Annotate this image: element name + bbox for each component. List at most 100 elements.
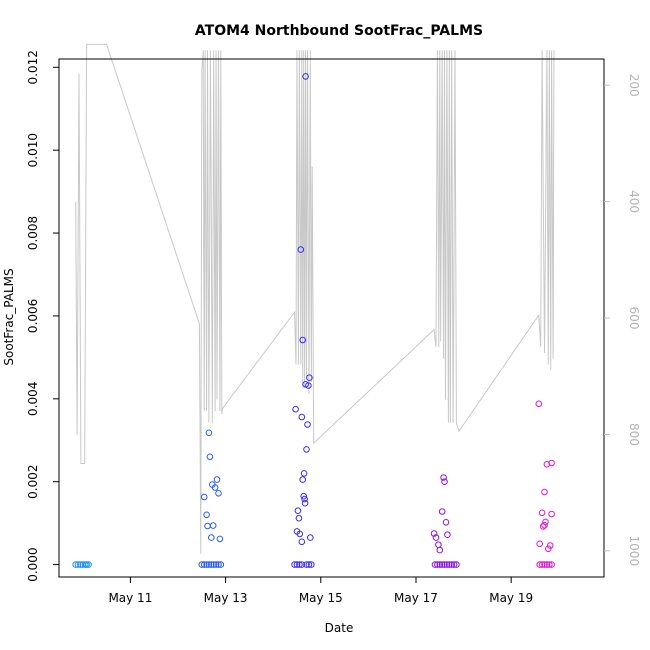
- data-point: [203, 511, 210, 519]
- data-point: [299, 336, 307, 344]
- data-point: [548, 561, 555, 568]
- data-point: [541, 488, 548, 496]
- data-point: [203, 561, 210, 568]
- data-point: [541, 561, 548, 568]
- y2-tick-label: 400: [627, 190, 641, 213]
- data-point: [543, 561, 551, 568]
- data-point: [306, 374, 313, 382]
- data-point: [294, 507, 302, 515]
- data-point: [548, 459, 555, 467]
- data-point: [302, 73, 309, 80]
- data-point: [430, 530, 438, 537]
- x-tick-label: May 17: [394, 591, 438, 605]
- data-point: [538, 561, 546, 568]
- data-point: [205, 561, 213, 568]
- data-point: [208, 561, 215, 568]
- data-point: [212, 561, 220, 568]
- data-point: [441, 561, 448, 568]
- data-point: [441, 478, 448, 486]
- plot-frame: [58, 58, 605, 578]
- chart-title: ATOM4 Northbound SootFrac_PALMS: [195, 23, 483, 39]
- data-point: [434, 561, 441, 568]
- axes-layer: 0.000 0.002 0.004 0.006 0.008 0.010 0.012 May 1…: [26, 50, 641, 605]
- x-tick-label: May 11: [108, 591, 152, 605]
- data-point: [301, 499, 309, 507]
- y-tick-label: 0.012: [26, 50, 40, 84]
- y-tick-label: 0.004: [26, 382, 40, 416]
- data-point: [291, 561, 298, 568]
- data-point: [435, 541, 442, 549]
- y-axis-label: SootFrac_PALMS: [2, 268, 16, 365]
- y2-tick-label: 1000: [627, 536, 641, 567]
- data-point: [535, 400, 543, 408]
- data-point: [438, 508, 446, 515]
- data-point: [431, 561, 439, 568]
- x-tick-label: May 19: [489, 591, 533, 605]
- points-layer: [72, 73, 555, 568]
- data-point: [541, 521, 548, 529]
- data-point: [305, 561, 313, 568]
- data-point: [200, 561, 208, 568]
- x-tick-label: May 15: [299, 591, 343, 605]
- data-point: [545, 545, 552, 553]
- data-point: [213, 476, 221, 483]
- y-tick-label: 0.010: [26, 133, 40, 167]
- data-point: [217, 561, 225, 568]
- data-point: [436, 546, 444, 554]
- data-point: [542, 518, 549, 526]
- data-point: [72, 561, 79, 568]
- data-point: [303, 446, 310, 453]
- y2-tick-label: 600: [627, 307, 641, 330]
- data-point: [308, 561, 315, 568]
- data-point: [301, 495, 308, 503]
- data-point: [305, 382, 312, 389]
- data-point: [77, 561, 84, 568]
- data-point: [198, 561, 206, 568]
- y-tick-label: 0.006: [26, 299, 40, 333]
- y-tick-label: 0.008: [26, 216, 40, 250]
- data-point: [438, 561, 446, 568]
- data-point: [450, 561, 458, 568]
- data-point: [292, 405, 299, 413]
- data-point: [85, 561, 92, 568]
- data-point: [83, 561, 90, 568]
- data-point: [216, 535, 224, 543]
- data-point: [538, 509, 546, 517]
- data-point: [446, 561, 453, 568]
- data-point: [300, 492, 308, 500]
- data-point: [210, 561, 217, 568]
- y2-tick-label: 800: [627, 423, 641, 446]
- x-axis-label: Date: [325, 621, 354, 635]
- data-point: [204, 522, 211, 530]
- data-point: [296, 530, 304, 538]
- data-point: [543, 461, 551, 468]
- data-point: [432, 534, 440, 541]
- data-point: [208, 534, 215, 541]
- x-tick-label: May 13: [204, 591, 248, 605]
- data-point: [205, 429, 213, 437]
- data-point: [440, 474, 447, 481]
- data-point: [300, 470, 308, 477]
- y-tick-label: 0.002: [26, 465, 40, 499]
- data-point: [307, 534, 314, 541]
- data-point: [297, 246, 305, 253]
- data-point: [299, 476, 307, 483]
- data-point: [442, 519, 450, 526]
- data-point: [209, 522, 217, 529]
- data-point: [211, 484, 219, 491]
- data-point: [200, 493, 208, 501]
- secondary-series-line: [75, 43, 555, 554]
- data-point: [215, 561, 222, 568]
- data-point: [448, 561, 456, 568]
- secondary-line-layer: [75, 43, 555, 554]
- data-point: [206, 453, 214, 461]
- data-point: [293, 561, 301, 568]
- data-point: [303, 561, 310, 568]
- data-point: [548, 510, 555, 518]
- y2-tick-label: 200: [627, 74, 641, 97]
- data-point: [215, 490, 222, 497]
- data-point: [298, 413, 306, 421]
- data-point: [295, 514, 303, 522]
- data-point: [546, 561, 553, 568]
